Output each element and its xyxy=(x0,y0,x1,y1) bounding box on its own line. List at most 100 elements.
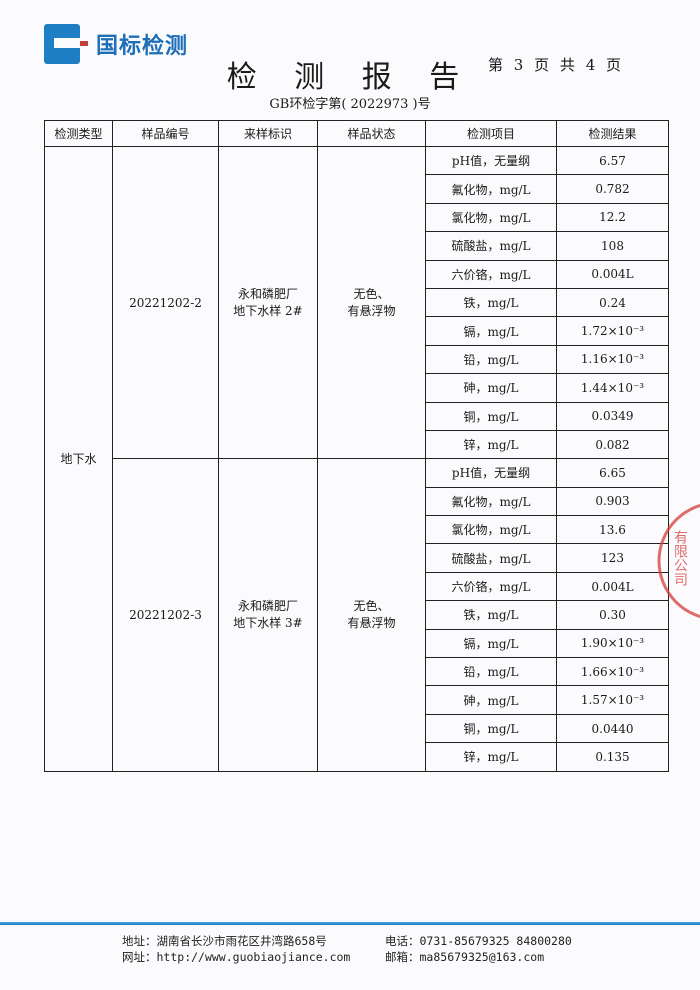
table-row: 砷，mg/L 1.44×10⁻³ xyxy=(45,373,669,403)
sample-label-cell: 永和磷肥厂地下水样 2# xyxy=(218,145,318,460)
test-item-cell: 铁，mg/L xyxy=(425,600,557,630)
test-result-cell: 1.16×10⁻³ xyxy=(556,344,669,375)
company-logo: 国标检测 xyxy=(44,24,194,66)
sample-state-cell: 无色、 有悬浮物 xyxy=(317,145,426,460)
test-item-cell: 六价铬，mg/L xyxy=(425,259,557,289)
table-row: 六价铬，mg/L 0.004L xyxy=(45,571,669,602)
table-row: 锌，mg/L 0.135 xyxy=(45,742,669,772)
table-row: 氯化物，mg/L 12.2 xyxy=(45,202,669,233)
sample-label-cell: 永和磷肥厂地下水样 3# xyxy=(218,458,318,772)
test-result-cell: 123 xyxy=(556,543,669,573)
table-header-row: 检测类型 样品编号 来样标识 样品状态 检测项目 检测结果 xyxy=(44,120,669,147)
test-result-cell: 1.72×10⁻³ xyxy=(556,316,669,346)
test-item-cell: 砷，mg/L xyxy=(425,373,557,403)
test-item-cell: 铜，mg/L xyxy=(425,713,557,744)
state-line: 无色、 xyxy=(353,598,390,613)
page-mid: 页 共 xyxy=(534,56,578,74)
table-row: 铁，mg/L 0.24 xyxy=(45,287,669,318)
table-row: 地下水 20221202-2 永和磷肥厂 地下水样 2# 无色、 有悬浮物 pH值，无量纲 6… xyxy=(44,145,669,772)
test-item-cell: 铅，mg/L xyxy=(425,344,557,375)
state-line: 有悬浮物 xyxy=(347,303,396,318)
logo-text: 国标检测 xyxy=(96,34,189,59)
page-prefix: 第 xyxy=(488,56,507,74)
test-result-cell: 1.57×10⁻³ xyxy=(556,685,669,715)
test-item-cell: 砷，mg/L xyxy=(425,685,557,715)
label-line: 永和磷肥厂 xyxy=(237,598,298,613)
test-result-cell: 6.57 xyxy=(556,145,669,176)
table-row: 镉，mg/L 1.90×10⁻³ xyxy=(45,628,669,659)
test-item-cell: 锌，mg/L xyxy=(425,429,557,460)
test-item-cell: 氟化物，mg/L xyxy=(425,486,557,517)
stamp-text: 有限公司 xyxy=(672,530,688,586)
table-row: 20221202-3 永和磷肥厂 地下水样 3# 无色、 有悬浮物 pH值，无量纲 6.65 xyxy=(45,458,669,772)
test-result-cell: 1.90×10⁻³ xyxy=(556,628,669,659)
footer-email: 邮箱：ma85679325@163.com xyxy=(385,950,545,964)
test-item-cell: 氟化物，mg/L xyxy=(425,174,557,204)
table-row: 铜，mg/L 0.0349 xyxy=(45,401,669,431)
table-row: 铅，mg/L 1.16×10⁻³ xyxy=(45,344,669,375)
table-row: 铅，mg/L 1.66×10⁻³ xyxy=(45,657,669,687)
footer-phone: 电话：0731-85679325 84800280 xyxy=(385,934,572,948)
page-total: 4 xyxy=(585,56,599,74)
table-row: 六价铬，mg/L 0.004L xyxy=(45,259,669,289)
test-type-cell: 地下水 xyxy=(44,146,113,772)
test-result-cell: 13.6 xyxy=(556,515,669,545)
column-header: 来样标识 xyxy=(218,120,318,147)
test-item-cell: pH值，无量纲 xyxy=(425,145,557,176)
results-table: 检测类型 样品编号 来样标识 样品状态 检测项目 检测结果 地下水 20221202-2 永和… xyxy=(44,120,669,772)
test-result-cell: 0.135 xyxy=(556,742,669,772)
test-item-cell: 锌，mg/L xyxy=(425,742,557,772)
state-line: 无色、 xyxy=(353,286,390,301)
column-header: 样品编号 xyxy=(112,120,219,147)
footer-right: 电话：0731-85679325 84800280 邮箱：ma85679325@… xyxy=(385,933,572,965)
test-result-cell: 0.004L xyxy=(556,259,669,289)
test-item-cell: 氯化物，mg/L xyxy=(425,202,557,233)
column-header: 检测项目 xyxy=(425,120,557,147)
footer-left: 地址：湖南省长沙市雨花区井湾路658号 网址：http://www.guobia… xyxy=(122,933,350,965)
sample-state-cell: 无色、 有悬浮物 xyxy=(317,458,426,772)
label-line: 地下水样 3# xyxy=(233,615,303,630)
test-result-cell: 12.2 xyxy=(556,202,669,233)
test-item-cell: 铜，mg/L xyxy=(425,401,557,431)
column-header: 检测类型 xyxy=(44,120,113,147)
test-result-cell: 0.004L xyxy=(556,571,669,602)
report-title: 检 测 报 告 xyxy=(226,60,474,95)
test-result-cell: 108 xyxy=(556,231,669,261)
logo-mark-icon xyxy=(44,24,88,64)
test-item-cell: 六价铬，mg/L xyxy=(425,571,557,602)
test-result-cell: 0.082 xyxy=(556,429,669,460)
test-item-cell: 硫酸盐，mg/L xyxy=(425,231,557,261)
test-item-cell: 铅，mg/L xyxy=(425,657,557,687)
page-current: 3 xyxy=(513,56,527,74)
test-result-cell: 0.903 xyxy=(556,486,669,517)
sample-id-cell: 20221202-3 xyxy=(112,458,219,772)
test-result-cell: 6.65 xyxy=(556,458,669,488)
page-suffix: 页 xyxy=(606,56,625,74)
label-line: 地下水样 2# xyxy=(233,303,303,318)
test-result-cell: 1.44×10⁻³ xyxy=(556,373,669,403)
test-item-cell: pH值，无量纲 xyxy=(425,458,557,488)
test-result-cell: 0.0440 xyxy=(556,713,669,744)
label-line: 永和磷肥厂 xyxy=(237,286,298,301)
table-row: 铁，mg/L 0.30 xyxy=(45,600,669,630)
company-stamp xyxy=(657,503,700,619)
test-result-cell: 1.66×10⁻³ xyxy=(556,657,669,687)
page-indicator: 第 3 页 共 4 页 xyxy=(488,54,624,75)
footer-address: 地址：湖南省长沙市雨花区井湾路658号 xyxy=(122,934,327,948)
test-result-cell: 0.0349 xyxy=(556,401,669,431)
table-row: 氟化物，mg/L 0.903 xyxy=(45,486,669,517)
state-line: 有悬浮物 xyxy=(347,615,396,630)
column-header: 检测结果 xyxy=(556,120,669,147)
sample-id-cell: 20221202-2 xyxy=(112,145,219,460)
test-item-cell: 镉，mg/L xyxy=(425,316,557,346)
test-result-cell: 0.782 xyxy=(556,174,669,204)
test-item-cell: 氯化物，mg/L xyxy=(425,515,557,545)
test-item-cell: 镉，mg/L xyxy=(425,628,557,659)
report-number: GB环检字第( 2022973 )号 xyxy=(269,97,431,112)
test-result-cell: 0.30 xyxy=(556,600,669,630)
test-item-cell: 硫酸盐，mg/L xyxy=(425,543,557,573)
table-row: 锌，mg/L 0.082 xyxy=(45,429,669,460)
test-item-cell: 铁，mg/L xyxy=(425,287,557,318)
column-header: 样品状态 xyxy=(317,120,426,147)
table-row: 硫酸盐，mg/L 108 xyxy=(45,231,669,261)
